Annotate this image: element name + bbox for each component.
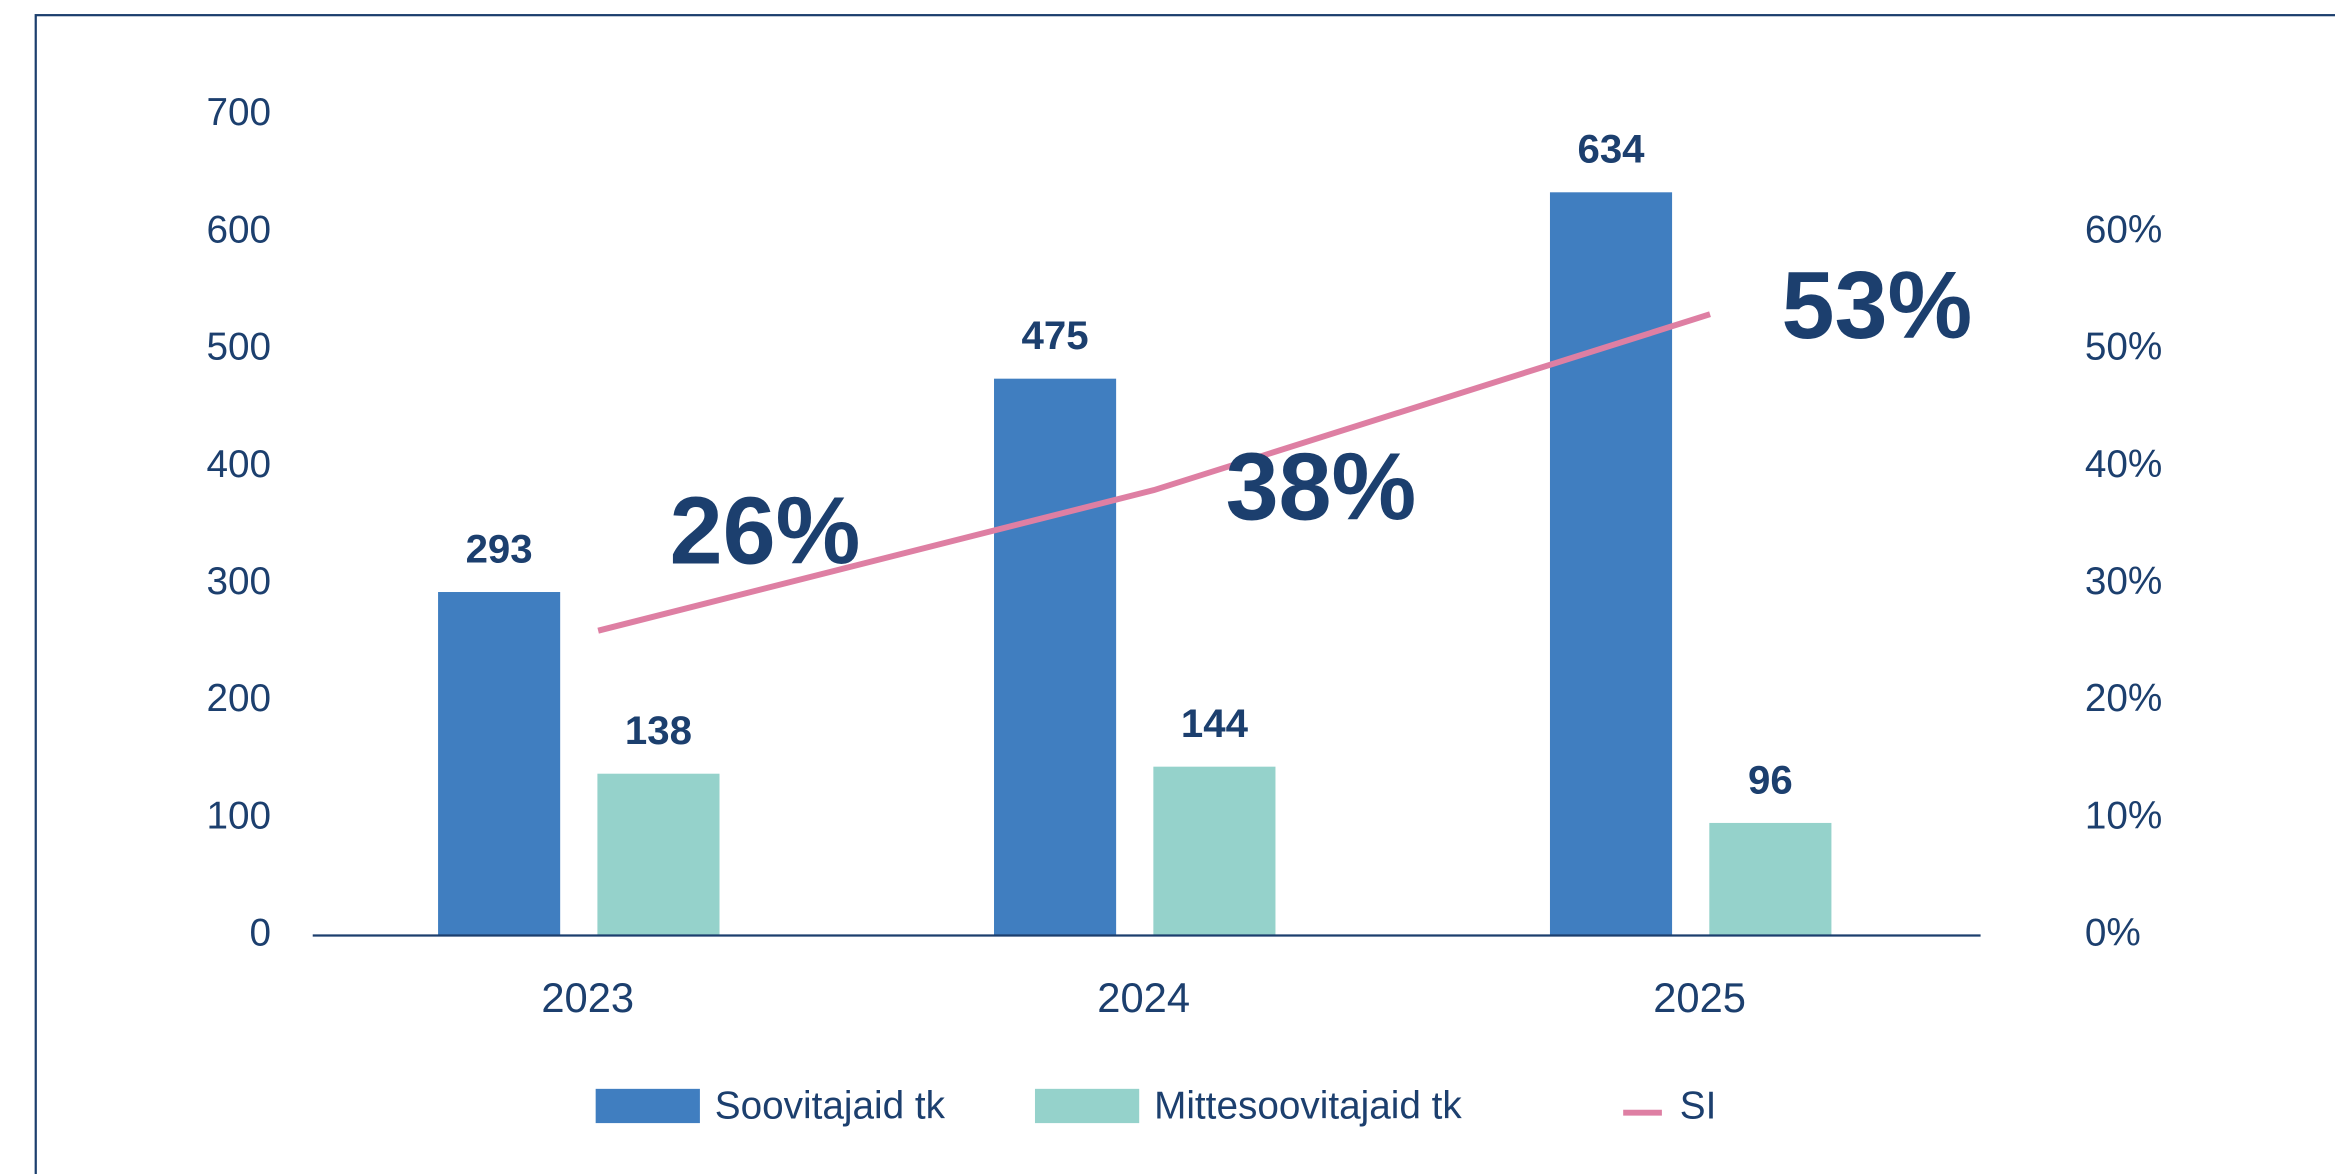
legend-label: Soovitajaid tk xyxy=(715,1084,946,1127)
y2-tick-label: 30% xyxy=(2085,560,2162,603)
bar xyxy=(438,592,561,936)
y-tick-label: 500 xyxy=(206,326,271,369)
legend-label: Mittesoovitajaid tk xyxy=(1154,1084,1462,1127)
data-label: 53% xyxy=(1782,253,1973,359)
bar xyxy=(994,378,1117,936)
y-tick-label: 100 xyxy=(206,794,271,837)
y2-tick-label: 10% xyxy=(2085,794,2162,837)
data-label: 26% xyxy=(670,479,861,585)
data-label: 138 xyxy=(625,708,692,753)
bar xyxy=(1549,192,1673,936)
x-tick-label: 2025 xyxy=(1653,974,1746,1021)
legend-swatch xyxy=(1034,1088,1140,1124)
y2-tick-label: 50% xyxy=(2085,326,2162,369)
bar xyxy=(1153,766,1276,936)
data-label: 475 xyxy=(1022,313,1089,358)
line xyxy=(597,311,1711,634)
data-label: 293 xyxy=(466,526,533,571)
y2-tick-label: 0% xyxy=(2085,912,2141,955)
y-tick-label: 0 xyxy=(249,912,271,955)
frame xyxy=(34,14,2335,1174)
data-label: 634 xyxy=(1577,127,1645,172)
y-tick-label: 700 xyxy=(206,91,271,134)
y-tick-label: 400 xyxy=(206,443,271,486)
bar xyxy=(1709,822,1832,936)
bar xyxy=(597,773,720,936)
data-label: 38% xyxy=(1226,435,1417,541)
legend-swatch xyxy=(595,1088,700,1124)
y2-tick-label: 60% xyxy=(2085,208,2162,251)
y-tick-label: 200 xyxy=(206,677,271,720)
y2-tick-label: 40% xyxy=(2085,443,2162,486)
data-label: 144 xyxy=(1181,701,1249,746)
y-tick-label: 300 xyxy=(206,560,271,603)
y2-tick-label: 20% xyxy=(2085,677,2162,720)
y-tick-label: 600 xyxy=(206,208,271,251)
x-tick-label: 2024 xyxy=(1097,974,1190,1021)
data-label: 96 xyxy=(1748,757,1793,802)
legend-label: SI xyxy=(1680,1084,1717,1127)
x-tick-label: 2023 xyxy=(541,974,634,1021)
